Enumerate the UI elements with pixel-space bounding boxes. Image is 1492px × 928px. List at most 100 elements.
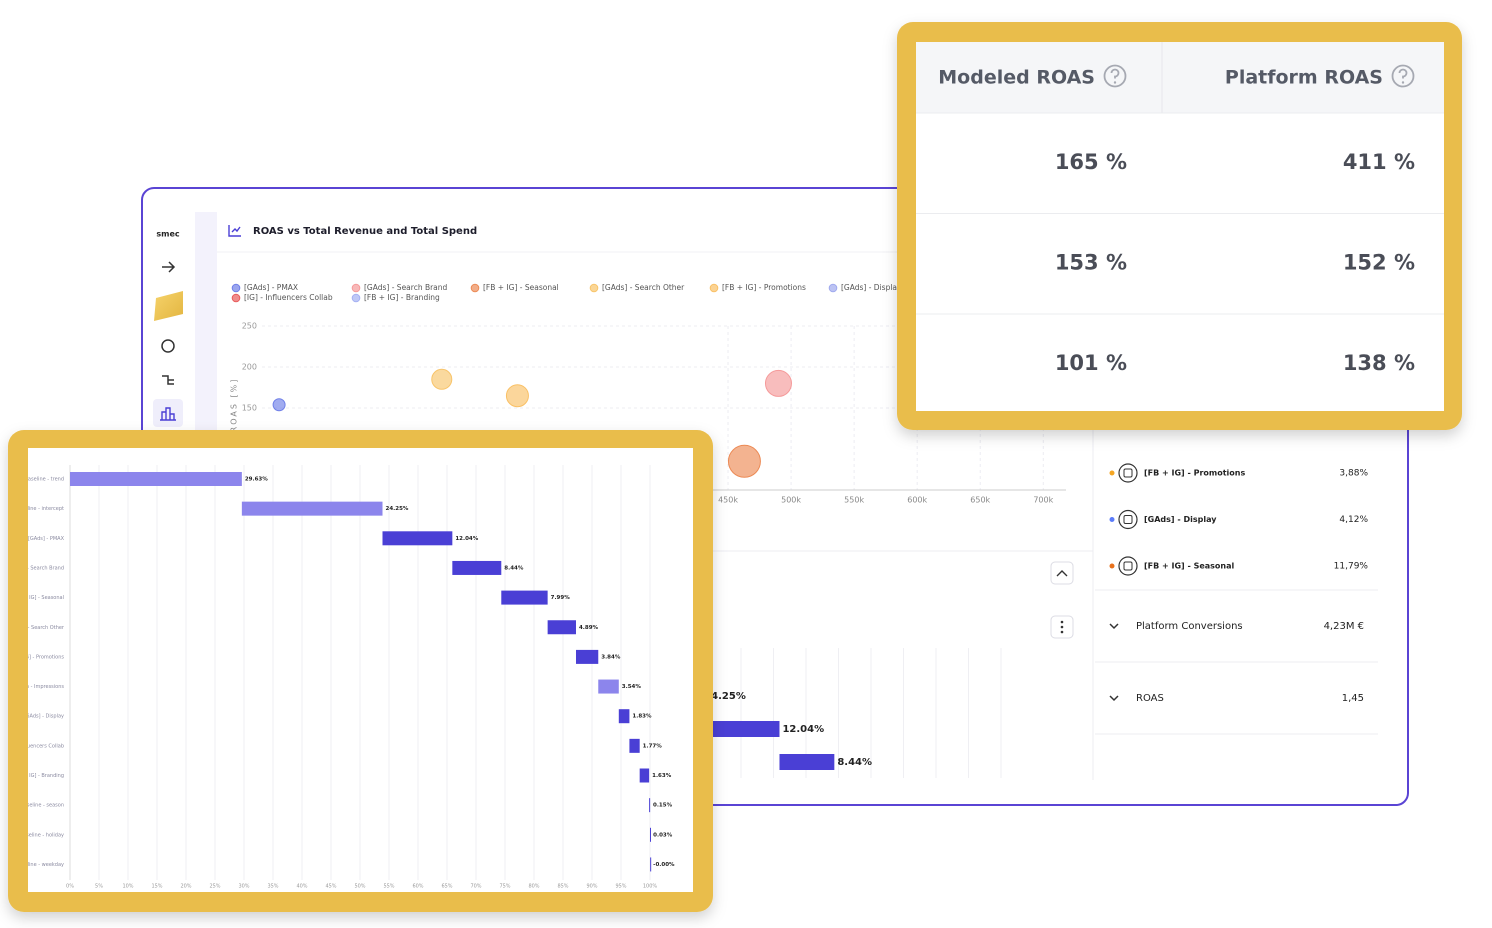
nav-active	[153, 399, 183, 427]
value-label: 8.44%	[837, 757, 872, 768]
category-label: [GAds] - PMAX	[28, 536, 65, 542]
channel-icon-inner	[1123, 515, 1133, 524]
legend-label: [GAds] - PMAX	[244, 283, 298, 292]
chevron-up	[1056, 570, 1068, 577]
value-label: 1.63%	[652, 773, 672, 779]
bar	[382, 531, 453, 546]
bar	[629, 738, 640, 753]
category-label: G] - Promotions	[25, 654, 64, 660]
value-label: 24.25%	[704, 691, 746, 702]
legend-marker	[589, 283, 599, 293]
x-tick-label: 20%	[180, 884, 191, 890]
bar	[575, 649, 599, 664]
x-tick-label: 15%	[151, 884, 162, 890]
category-label: [GAds] - Display	[24, 714, 64, 720]
collapse-button[interactable]	[1050, 561, 1074, 585]
logo: smec	[156, 230, 180, 239]
category-label: eline - intercept	[24, 506, 64, 512]
category-label: ] - Search Other	[24, 625, 65, 631]
bar	[501, 590, 548, 605]
y-axis-label: ROAS [%]	[230, 378, 239, 433]
bar	[650, 857, 652, 872]
x-tick-label: 40%	[296, 884, 307, 890]
category-label: ch - Impressions	[23, 684, 64, 690]
channel-icon-inner	[1123, 561, 1133, 571]
legend-label: [FB + IG] - Seasonal	[483, 283, 559, 292]
x-tick-label: 550k	[844, 496, 864, 505]
expand-chevron[interactable]	[1109, 695, 1119, 702]
chart-title: ROAS vs Total Revenue and Total Spend	[253, 226, 477, 237]
bubble	[764, 369, 792, 397]
nav-icon[interactable]	[160, 407, 176, 421]
x-tick-label: 60%	[412, 884, 423, 890]
value-label: 12.04%	[782, 724, 824, 735]
y-tick-label: 250	[242, 322, 257, 331]
legend-marker	[709, 283, 719, 293]
x-tick-label: 5%	[95, 884, 103, 890]
help-glyph-dot	[1401, 81, 1405, 84]
status-dot	[1109, 563, 1115, 569]
legend-label: [FB + IG] - Promotions	[722, 283, 806, 292]
x-tick-label: 100%	[643, 884, 658, 890]
bar	[547, 620, 576, 635]
x-tick-label: 35%	[267, 884, 278, 890]
x-tick-label: 30%	[238, 884, 249, 890]
bar	[639, 768, 650, 783]
x-tick-label: 45%	[325, 884, 336, 890]
legend-marker	[470, 283, 480, 293]
expand-chevron[interactable]	[1109, 623, 1119, 630]
x-tick-label: 75%	[499, 884, 510, 890]
category-label: Baseline - trend	[24, 477, 64, 483]
legend-marker	[351, 293, 361, 303]
summary-value: 4,23M €	[1324, 621, 1364, 632]
channel-icon	[1118, 463, 1138, 483]
legend-label: [IG] - Influencers Collab	[244, 293, 333, 302]
summary-label: ROAS	[1136, 693, 1164, 704]
bubble	[505, 384, 529, 408]
value-label: 4.89%	[579, 625, 599, 631]
column-header: Platform ROAS	[1225, 67, 1383, 89]
table-cell: 153 %	[1055, 251, 1127, 275]
bar	[70, 472, 242, 486]
x-tick-label: 80%	[528, 884, 539, 890]
value-label: 0.15%	[653, 803, 673, 809]
category-label: aseline - holiday	[23, 832, 64, 838]
category-label: + IG] - Branding	[23, 773, 64, 779]
row-label: [FB + IG] - Seasonal	[1144, 562, 1235, 571]
expand-icon[interactable]	[162, 261, 176, 273]
category-label: ] - Search Brand	[23, 565, 64, 571]
legend-label: [GAds] - Search Brand	[364, 283, 448, 292]
legend-marker	[231, 283, 241, 293]
category-label: fluencers Collab	[24, 743, 64, 749]
x-tick-label: 90%	[586, 884, 597, 890]
nav-icon[interactable]	[161, 339, 175, 353]
summary-label: Platform Conversions	[1136, 621, 1243, 632]
y-tick-label: 200	[242, 363, 257, 372]
bar	[618, 709, 630, 724]
value-label: 1.83%	[632, 714, 652, 720]
bar	[649, 798, 651, 813]
x-tick-label: 600k	[907, 496, 927, 505]
category-label: seline - weekday	[22, 862, 64, 868]
column-header: Modeled ROAS	[938, 67, 1095, 89]
x-tick-label: 25%	[209, 884, 220, 890]
bar	[598, 679, 619, 694]
bar	[452, 560, 502, 575]
value-label: 1.77%	[643, 743, 663, 749]
help-glyph	[1398, 68, 1408, 79]
x-tick-label: 650k	[970, 496, 990, 505]
bar	[779, 754, 835, 770]
value-label: 3.54%	[622, 684, 642, 690]
value-label: -0.00%	[653, 862, 675, 868]
value-label: 29.63%	[245, 477, 268, 483]
x-tick-label: 85%	[557, 884, 568, 890]
legend-marker	[828, 283, 838, 293]
row-value: 4,12%	[1339, 515, 1368, 525]
table-header-bg	[916, 42, 1444, 113]
nav-icon[interactable]	[162, 375, 174, 385]
row-value: 3,88%	[1339, 469, 1368, 479]
x-tick-label: 500k	[781, 496, 801, 505]
table-cell: 101 %	[1055, 351, 1127, 375]
channel-icon	[1118, 556, 1138, 576]
legend-marker	[231, 293, 241, 303]
